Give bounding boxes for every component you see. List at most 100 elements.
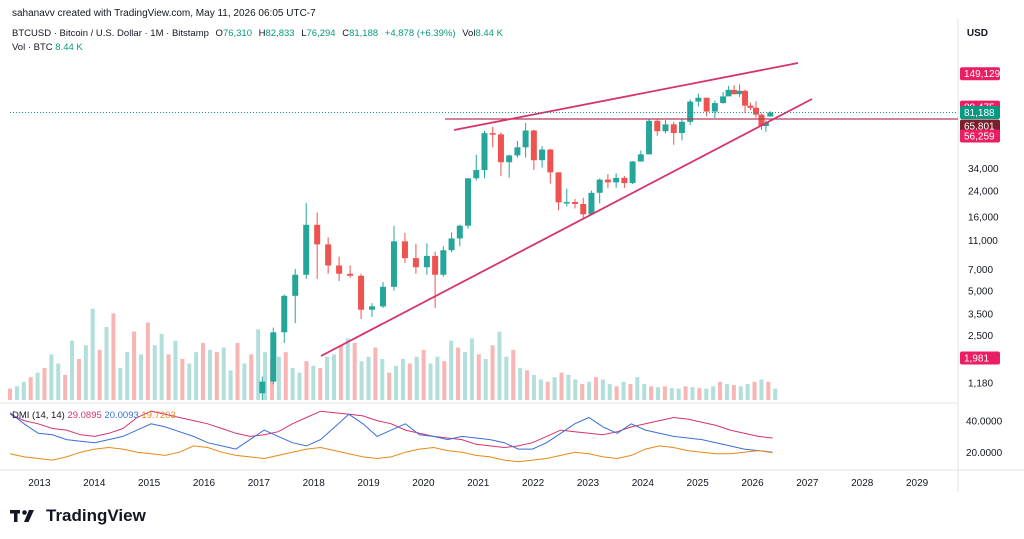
volume-bar <box>180 358 185 400</box>
candle-body <box>440 250 447 275</box>
candle-body <box>736 90 743 95</box>
volume-bar <box>628 384 633 400</box>
volume-bar <box>614 386 619 400</box>
candle-body <box>412 258 419 268</box>
volume-bar <box>773 388 778 400</box>
volume-bar <box>8 388 12 400</box>
volume-bar <box>538 379 543 400</box>
low-label: L <box>301 28 307 39</box>
candle-body <box>758 114 765 126</box>
high-value: 82,833 <box>265 28 295 39</box>
candle-body <box>530 130 537 161</box>
volume-bar <box>635 377 640 400</box>
volume-bar <box>580 384 585 400</box>
price-badge: 1,981 <box>964 354 989 365</box>
volume-label: Vol <box>462 28 476 39</box>
candle-body <box>742 90 749 106</box>
price-axis-label: 2,500 <box>968 331 993 342</box>
volume-bar <box>145 322 150 400</box>
volume-bar <box>56 363 61 400</box>
candle-body <box>432 255 439 275</box>
dmi-axis: 40.0000 20.0000 <box>966 417 1003 460</box>
volume-bar <box>497 331 502 400</box>
volume-legend[interactable]: Vol · BTC 8.44 K <box>12 42 83 53</box>
volume-bar <box>97 349 102 400</box>
dmi-legend[interactable]: DMI (14, 14) 29.0895 20.0093 19.7203 <box>12 410 176 421</box>
volume-bar <box>738 386 743 400</box>
volume-bar <box>228 370 233 400</box>
volume-bar <box>304 361 309 400</box>
volume-bar <box>166 354 171 400</box>
volume-bar <box>187 363 192 400</box>
currency-label[interactable]: USD <box>966 28 988 39</box>
volume-bar <box>173 340 178 400</box>
volume-bar <box>490 345 495 400</box>
volume-bar <box>504 356 509 400</box>
volume-bar <box>731 384 736 400</box>
volume-bar <box>593 377 598 400</box>
volume-bar <box>276 356 281 400</box>
symbol-name[interactable]: BTCUSD · Bitcoin / U.S. Dollar · 1M · Bi… <box>12 28 209 39</box>
candle-body <box>767 112 774 117</box>
lower-wedge-line[interactable] <box>320 98 813 357</box>
time-axis-label: 2019 <box>357 478 380 489</box>
volume-bar <box>704 388 709 400</box>
open-label: O <box>215 28 223 39</box>
candle-body <box>259 381 266 394</box>
volume-value: 8.44 K <box>475 28 503 39</box>
time-axis-label: 2029 <box>906 478 929 489</box>
volume-bar <box>90 308 95 400</box>
time-axis-label: 2013 <box>28 478 51 489</box>
candle-body <box>646 120 653 155</box>
candle-body <box>747 105 754 108</box>
time-axis[interactable]: 2013 2014 2015 2016 2017 2018 2019 2020 2021 2022… <box>28 478 928 489</box>
candle-body <box>703 97 710 112</box>
candle-body <box>621 177 628 184</box>
volume-bar <box>442 361 447 400</box>
candle-body <box>358 275 365 310</box>
volume-bar <box>607 384 612 400</box>
volume-bar <box>207 349 212 400</box>
price-axis-label: 1,180 <box>968 379 993 390</box>
dmi-plus-line <box>9 410 773 449</box>
candle-body <box>580 203 587 215</box>
volume-bar <box>111 313 116 400</box>
volume-bar <box>525 370 530 400</box>
candle-body <box>465 178 472 226</box>
high-label: H <box>258 28 266 39</box>
upper-wedge-line[interactable] <box>453 62 799 131</box>
candle-body <box>281 295 288 333</box>
candle-body <box>670 124 677 134</box>
volume-bar <box>283 352 288 400</box>
trendlines[interactable] <box>320 62 958 357</box>
close-label: C <box>342 28 350 39</box>
price-badge-bg <box>960 106 1000 120</box>
candle-body <box>539 149 546 161</box>
volume-bar <box>221 347 226 400</box>
candle-body <box>303 224 310 275</box>
volume-bar <box>711 386 716 400</box>
volume-bar <box>42 368 47 400</box>
volume-bar <box>104 327 109 400</box>
candle-body <box>588 192 595 215</box>
chart-attribution: sahanavv created with TradingView.com, M… <box>12 8 316 19</box>
price-badge: 56,259 <box>964 131 995 142</box>
candle-body <box>613 177 620 183</box>
volume-bar <box>373 347 378 400</box>
volume-bar <box>138 354 143 400</box>
volume-bar <box>697 388 702 400</box>
candle-body <box>390 241 397 287</box>
volume-bar <box>462 352 467 400</box>
volume-bar <box>552 377 557 400</box>
volume-bar <box>600 379 605 400</box>
volume-bar <box>311 365 316 400</box>
price-badge: 65,801 <box>964 121 995 132</box>
volume-bar <box>573 379 578 400</box>
candle-body <box>514 147 521 156</box>
candle-body <box>314 224 321 245</box>
candle-body <box>506 155 513 163</box>
price-axis-label: 7,000 <box>968 265 993 276</box>
volume-bar <box>621 381 626 400</box>
dmi-minus-value: 20.0093 <box>104 410 139 421</box>
